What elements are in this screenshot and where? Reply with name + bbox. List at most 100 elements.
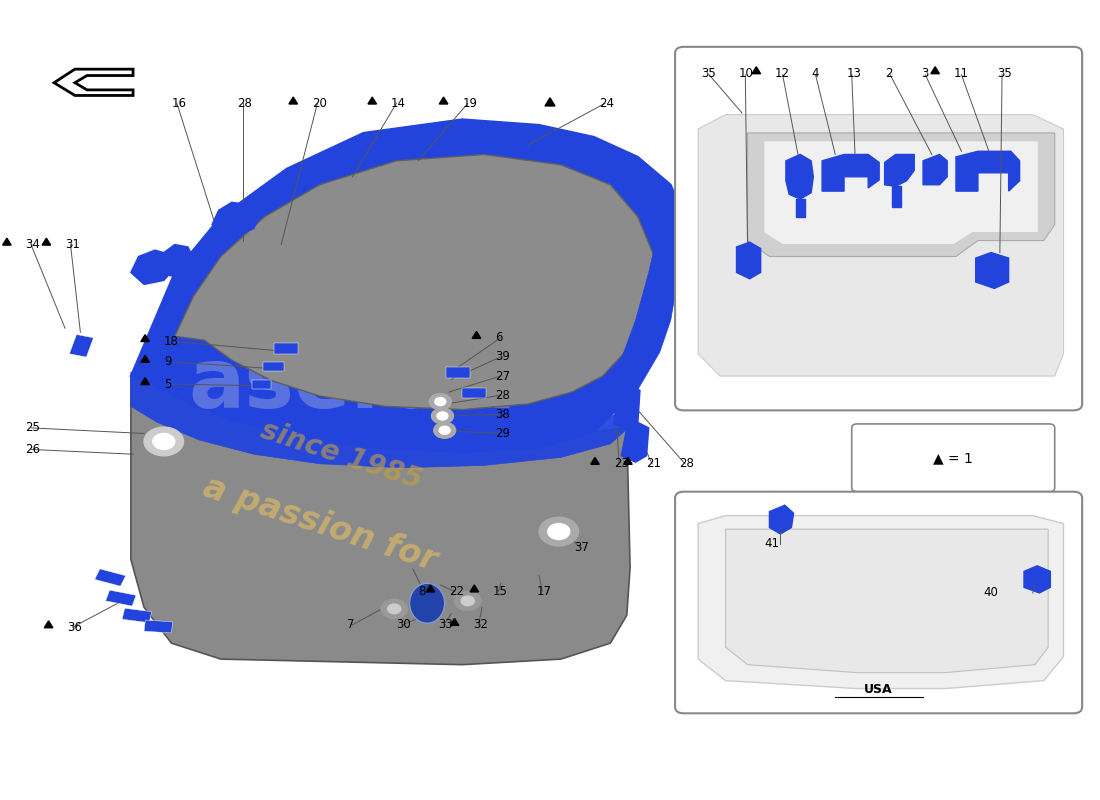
Polygon shape: [591, 458, 600, 464]
Polygon shape: [603, 193, 688, 408]
Bar: [69, 334, 94, 357]
Text: 29: 29: [495, 427, 510, 440]
Circle shape: [548, 523, 570, 539]
Polygon shape: [698, 114, 1064, 376]
Polygon shape: [822, 154, 879, 191]
Polygon shape: [785, 154, 813, 199]
Text: 33: 33: [438, 618, 453, 631]
Polygon shape: [42, 238, 51, 245]
Bar: [144, 620, 173, 633]
Polygon shape: [470, 585, 478, 592]
Text: 17: 17: [537, 585, 552, 598]
Polygon shape: [54, 69, 133, 95]
Bar: [446, 367, 470, 378]
Text: 18: 18: [164, 334, 178, 347]
Circle shape: [153, 434, 175, 450]
FancyBboxPatch shape: [851, 424, 1055, 492]
Text: 21: 21: [647, 458, 661, 470]
Polygon shape: [931, 66, 939, 74]
FancyBboxPatch shape: [675, 492, 1082, 714]
Polygon shape: [737, 242, 761, 279]
Polygon shape: [610, 225, 679, 412]
Text: 35: 35: [998, 66, 1012, 80]
Polygon shape: [795, 199, 804, 217]
Polygon shape: [175, 154, 654, 410]
Text: since 1985: since 1985: [257, 417, 426, 495]
Circle shape: [437, 412, 448, 420]
Polygon shape: [141, 334, 150, 342]
Bar: [95, 569, 125, 586]
Text: 10: 10: [739, 66, 754, 80]
Text: 14: 14: [390, 97, 406, 110]
Polygon shape: [131, 250, 175, 285]
Polygon shape: [748, 133, 1055, 257]
Text: 6: 6: [495, 331, 503, 344]
Polygon shape: [769, 506, 793, 534]
Text: 37: 37: [574, 541, 589, 554]
Text: 5: 5: [164, 378, 172, 390]
Text: 26: 26: [25, 443, 41, 456]
Polygon shape: [155, 245, 194, 277]
Bar: [122, 608, 152, 622]
Circle shape: [429, 394, 451, 410]
Text: 32: 32: [473, 618, 488, 631]
Text: 13: 13: [846, 66, 861, 80]
Circle shape: [387, 604, 400, 614]
Text: 22: 22: [449, 585, 464, 598]
Text: 11: 11: [954, 66, 969, 80]
Bar: [274, 342, 298, 354]
Circle shape: [431, 408, 453, 424]
Circle shape: [539, 517, 579, 546]
Polygon shape: [752, 66, 760, 74]
Polygon shape: [131, 119, 688, 452]
Text: 34: 34: [25, 238, 41, 251]
Text: 35: 35: [702, 66, 716, 80]
Text: 30: 30: [396, 618, 411, 631]
Circle shape: [461, 596, 474, 606]
Polygon shape: [368, 97, 376, 104]
Polygon shape: [450, 618, 459, 626]
Circle shape: [144, 427, 184, 456]
Polygon shape: [624, 458, 632, 464]
Polygon shape: [212, 202, 260, 234]
Polygon shape: [131, 376, 630, 665]
Text: 23: 23: [614, 458, 628, 470]
Text: USA: USA: [865, 683, 893, 696]
Text: 25: 25: [25, 422, 41, 434]
Polygon shape: [698, 515, 1064, 689]
Polygon shape: [1024, 566, 1050, 593]
Text: 38: 38: [495, 408, 510, 421]
Circle shape: [381, 599, 407, 618]
Bar: [252, 380, 272, 389]
Text: 36: 36: [67, 621, 82, 634]
Polygon shape: [621, 422, 649, 462]
Polygon shape: [764, 141, 1038, 245]
Text: aserati: aserati: [188, 343, 517, 425]
Text: 19: 19: [462, 97, 477, 110]
Text: 24: 24: [600, 97, 615, 110]
Text: a passion for: a passion for: [198, 470, 441, 577]
Text: 2: 2: [884, 66, 892, 80]
Polygon shape: [439, 97, 448, 104]
Polygon shape: [426, 585, 434, 592]
Polygon shape: [141, 378, 150, 385]
Circle shape: [439, 426, 450, 434]
Polygon shape: [131, 372, 631, 468]
Bar: [263, 362, 285, 371]
Text: 9: 9: [164, 355, 172, 368]
Text: 39: 39: [495, 350, 510, 363]
Polygon shape: [923, 154, 947, 185]
Polygon shape: [976, 253, 1009, 288]
Text: 4: 4: [811, 66, 818, 80]
Polygon shape: [289, 97, 297, 104]
Text: 28: 28: [680, 458, 694, 470]
Polygon shape: [884, 154, 914, 186]
Circle shape: [433, 422, 455, 438]
Text: 20: 20: [312, 97, 327, 110]
Bar: [462, 388, 486, 398]
Bar: [106, 590, 136, 606]
Text: 3: 3: [921, 66, 928, 80]
FancyBboxPatch shape: [675, 47, 1082, 410]
Polygon shape: [956, 151, 1020, 191]
Polygon shape: [472, 331, 481, 338]
